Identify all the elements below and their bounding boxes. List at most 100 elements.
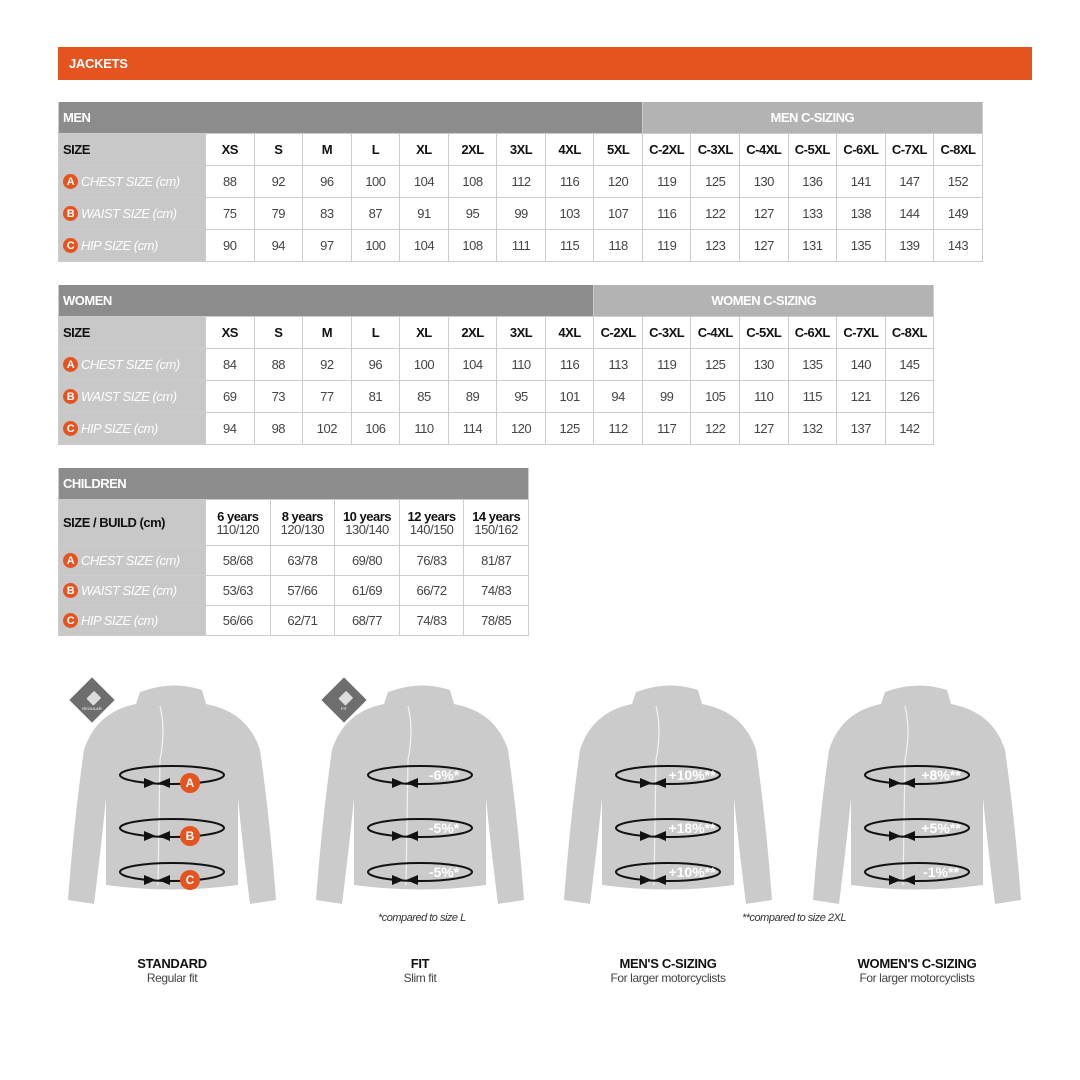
size-header: M bbox=[303, 317, 352, 349]
size-header: 3XL bbox=[497, 134, 546, 166]
size-value: 121 bbox=[837, 381, 886, 413]
size-value: 56/66 bbox=[206, 606, 271, 636]
size-header: 4XL bbox=[545, 134, 595, 166]
arrow-icon bbox=[392, 778, 418, 788]
size-value: 91 bbox=[400, 198, 449, 230]
jacket-illustration: +8%** +5%** -1%** bbox=[813, 685, 1021, 904]
measurement-name: WAIST SIZE (cm) bbox=[81, 583, 177, 598]
size-value: 126 bbox=[885, 381, 935, 413]
measurement-letter-badge: C bbox=[63, 421, 78, 436]
size-value: 122 bbox=[691, 413, 741, 445]
jacket-illustration: A B C bbox=[68, 685, 276, 904]
figure-caption: FIT Slim fit bbox=[310, 956, 530, 985]
measurement-letter-badge: B bbox=[63, 583, 78, 598]
size-value: 92 bbox=[303, 349, 352, 381]
size-header: S bbox=[254, 134, 304, 166]
size-header: C-5XL bbox=[788, 134, 838, 166]
size-value: 141 bbox=[837, 166, 886, 198]
build: 110/120 bbox=[216, 521, 260, 537]
measurement-marker: -6%* bbox=[429, 767, 460, 783]
children-size-table: CHILDREN SIZE / BUILD (cm) 6 years 110/120 8… bbox=[58, 468, 529, 636]
measurement-marker: +18%** bbox=[668, 820, 716, 836]
size-value: 104 bbox=[448, 349, 498, 381]
size-value: 79 bbox=[254, 198, 304, 230]
arrow-icon bbox=[640, 831, 666, 841]
measurement-name: HIP SIZE (cm) bbox=[81, 421, 158, 436]
arrow-icon bbox=[889, 875, 915, 885]
size-value: 61/69 bbox=[335, 576, 400, 606]
size-value: 103 bbox=[545, 198, 595, 230]
measurement-marker: -5%* bbox=[429, 820, 460, 836]
arrow-icon bbox=[889, 831, 915, 841]
c-sizing-footnote: **compared to size 2XL bbox=[742, 912, 846, 924]
children-group-header: CHILDREN bbox=[59, 468, 529, 500]
size-header: C-6XL bbox=[837, 134, 886, 166]
size-value: 127 bbox=[740, 413, 789, 445]
jacket-illustration: +10%** +18%** +10%** bbox=[564, 685, 772, 904]
size-value: 137 bbox=[837, 413, 886, 445]
women-size-table: WOMEN WOMEN C-SIZING SIZE XS S M L XL 2XL 3XL 4XL C… bbox=[58, 285, 935, 445]
size-value: 74/83 bbox=[464, 576, 529, 606]
size-value: 76/83 bbox=[399, 546, 465, 576]
size-header: 6 years 110/120 bbox=[206, 500, 271, 546]
size-value: 84 bbox=[206, 349, 255, 381]
size-value: 94 bbox=[206, 413, 255, 445]
measurement-marker: -5%* bbox=[429, 864, 460, 880]
size-value: 105 bbox=[691, 381, 741, 413]
size-value: 100 bbox=[400, 349, 449, 381]
measurement-loop bbox=[615, 818, 721, 838]
measurement-label: A CHEST SIZE (cm) bbox=[59, 546, 206, 576]
size-header: C-8XL bbox=[934, 134, 983, 166]
size-value: 77 bbox=[303, 381, 352, 413]
size-value: 143 bbox=[934, 230, 983, 262]
measurement-loop bbox=[119, 862, 225, 882]
size-header: C-2XL bbox=[594, 317, 643, 349]
size-value: 120 bbox=[594, 166, 643, 198]
figure-title: FIT bbox=[410, 956, 430, 971]
size-value: 106 bbox=[351, 413, 401, 445]
men-c-sizing-header: MEN C-SIZING bbox=[642, 102, 983, 134]
age: 14 years bbox=[472, 508, 521, 524]
jacket-figure: +8%** +5%** -1%** bbox=[807, 680, 1027, 910]
size-value: 102 bbox=[303, 413, 352, 445]
size-value: 119 bbox=[642, 230, 692, 262]
size-value: 120 bbox=[497, 413, 546, 445]
size-header: XS bbox=[206, 134, 255, 166]
measurement-label: B WAIST SIZE (cm) bbox=[59, 576, 206, 606]
measurement-letter-badge: C bbox=[63, 613, 78, 628]
size-value: 94 bbox=[594, 381, 643, 413]
size-header: C-7XL bbox=[885, 134, 935, 166]
figure-subtitle: Regular fit bbox=[146, 971, 198, 985]
size-value: 108 bbox=[448, 166, 498, 198]
size-label: SIZE / BUILD (cm) bbox=[59, 500, 206, 546]
size-value: 139 bbox=[885, 230, 935, 262]
size-value: 96 bbox=[351, 349, 401, 381]
measurement-label: C HIP SIZE (cm) bbox=[59, 606, 206, 636]
size-value: 95 bbox=[497, 381, 546, 413]
size-value: 74/83 bbox=[399, 606, 465, 636]
arrow-icon bbox=[392, 875, 418, 885]
size-header: XL bbox=[400, 134, 449, 166]
size-header: C-8XL bbox=[885, 317, 935, 349]
size-label: SIZE bbox=[59, 134, 206, 166]
size-value: 88 bbox=[254, 349, 304, 381]
measurement-loop bbox=[367, 862, 473, 882]
size-value: 116 bbox=[545, 166, 595, 198]
size-value: 99 bbox=[642, 381, 692, 413]
figure-subtitle: Slim fit bbox=[403, 971, 437, 985]
size-value: 87 bbox=[351, 198, 401, 230]
zipper-line bbox=[157, 705, 164, 886]
measurement-loop bbox=[615, 765, 721, 785]
figure-subtitle: For larger motorcyclists bbox=[859, 971, 975, 985]
women-c-sizing-header: WOMEN C-SIZING bbox=[594, 285, 935, 317]
size-value: 145 bbox=[885, 349, 935, 381]
size-value: 69 bbox=[206, 381, 255, 413]
women-group-header: WOMEN bbox=[59, 285, 595, 317]
measurement-label: B WAIST SIZE (cm) bbox=[59, 198, 206, 230]
size-value: 73 bbox=[254, 381, 304, 413]
size-header: C-5XL bbox=[740, 317, 789, 349]
size-value: 63/78 bbox=[270, 546, 336, 576]
men-group-header: MEN bbox=[59, 102, 643, 134]
size-value: 116 bbox=[642, 198, 692, 230]
size-value: 92 bbox=[254, 166, 304, 198]
